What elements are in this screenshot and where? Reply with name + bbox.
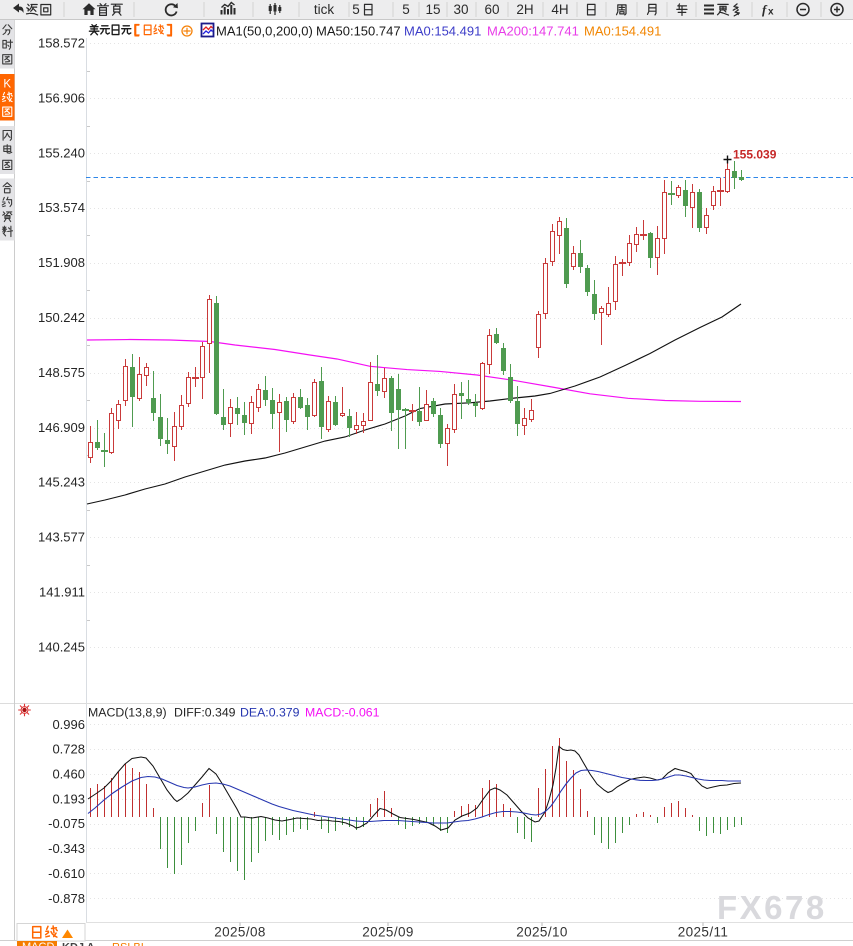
svg-text:RSI BI: RSI BI — [112, 942, 144, 946]
svg-text:MACD: MACD — [22, 941, 54, 946]
svg-text:155.240: 155.240 — [38, 145, 85, 160]
svg-text:0.728: 0.728 — [52, 742, 85, 757]
svg-text:155.039: 155.039 — [733, 148, 777, 162]
svg-text:5: 5 — [402, 2, 410, 17]
svg-text:2025/09: 2025/09 — [362, 925, 414, 940]
svg-text:143.577: 143.577 — [38, 530, 85, 545]
svg-text:140.245: 140.245 — [38, 639, 85, 654]
svg-text:DEA:0.379: DEA:0.379 — [240, 706, 300, 720]
svg-text:150.242: 150.242 — [38, 310, 85, 325]
svg-text:0.460: 0.460 — [52, 767, 85, 782]
svg-text:MA0:154.491: MA0:154.491 — [404, 24, 481, 39]
svg-text:K: K — [3, 79, 11, 91]
svg-text:146.909: 146.909 — [38, 420, 85, 435]
svg-text:2025/08: 2025/08 — [214, 925, 266, 940]
svg-text:f: f — [762, 2, 768, 17]
svg-text:158.572: 158.572 — [38, 36, 85, 51]
svg-text:MACD(13,8,9): MACD(13,8,9) — [88, 706, 167, 720]
svg-text:KDJ A: KDJ A — [62, 942, 95, 946]
svg-text:MA50:150.747: MA50:150.747 — [316, 24, 401, 39]
svg-text:DIFF:0.349: DIFF:0.349 — [174, 706, 236, 720]
svg-text:MA1(50,0,200,0): MA1(50,0,200,0) — [216, 24, 313, 39]
svg-text:x: x — [768, 7, 774, 18]
svg-text:MA0:154.491: MA0:154.491 — [584, 24, 661, 39]
svg-text:4H: 4H — [551, 2, 568, 17]
svg-text:-0.075: -0.075 — [48, 816, 85, 831]
svg-text:2H: 2H — [516, 2, 533, 17]
svg-text:153.574: 153.574 — [38, 200, 85, 215]
svg-text:145.243: 145.243 — [38, 475, 85, 490]
svg-text:148.575: 148.575 — [38, 365, 85, 380]
svg-text:156.906: 156.906 — [38, 91, 85, 106]
svg-text:60: 60 — [484, 2, 499, 17]
svg-text:tick: tick — [314, 2, 335, 17]
svg-text:0.193: 0.193 — [52, 791, 85, 806]
svg-text:-0.610: -0.610 — [48, 866, 85, 881]
svg-text:FX678: FX678 — [717, 889, 827, 926]
svg-text:151.908: 151.908 — [38, 255, 85, 270]
svg-text:2025/11: 2025/11 — [678, 925, 729, 940]
svg-text:141.911: 141.911 — [39, 584, 85, 599]
svg-text:-0.878: -0.878 — [48, 891, 85, 906]
svg-text:2025/10: 2025/10 — [516, 925, 568, 940]
svg-text:MACD:-0.061: MACD:-0.061 — [305, 706, 380, 720]
svg-text:MA200:147.741: MA200:147.741 — [487, 24, 579, 39]
svg-text:15: 15 — [425, 2, 440, 17]
svg-text:30: 30 — [453, 2, 468, 17]
svg-text:-0.343: -0.343 — [48, 841, 85, 856]
svg-text:0.996: 0.996 — [52, 717, 85, 732]
svg-text:5: 5 — [352, 2, 360, 17]
